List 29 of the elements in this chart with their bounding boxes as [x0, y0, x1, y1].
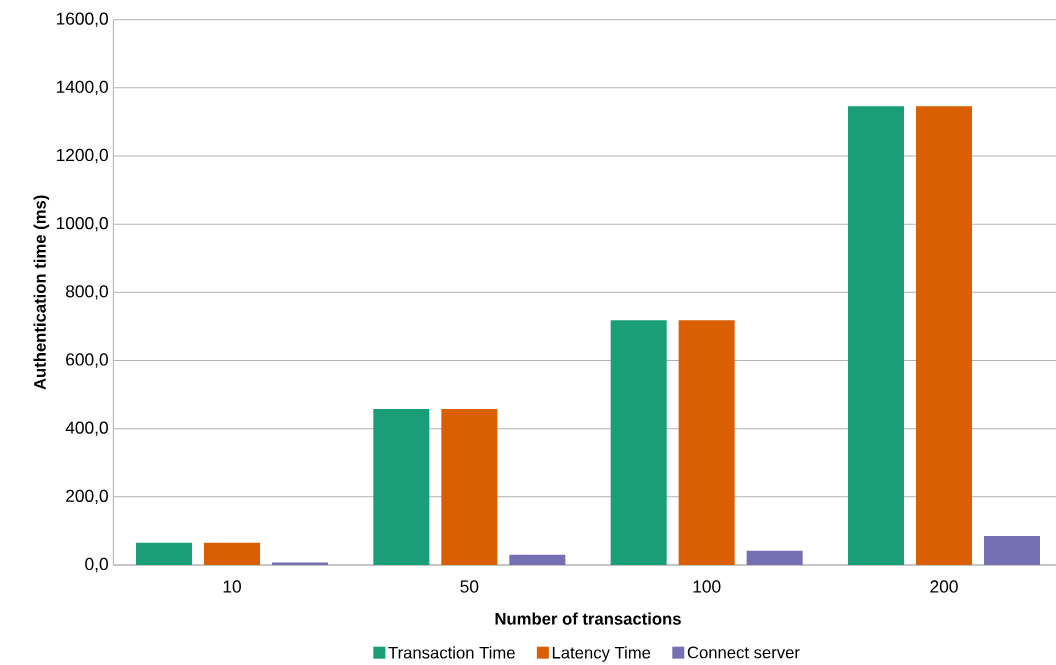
x-tick-label: 50 [460, 580, 479, 593]
legend-label: Connect server [687, 646, 800, 659]
x-tick-label: 100 [693, 580, 721, 593]
y-tick-label: 1600,0 [56, 12, 108, 27]
x-axis-title: Number of transactions [495, 612, 681, 625]
y-tick-label: 1400,0 [56, 80, 108, 95]
y-axis-title: Authentication time (ms) [33, 195, 50, 390]
bar [984, 536, 1041, 565]
y-tick-label: 1200,0 [56, 148, 108, 164]
y-tick-label: 1000,0 [56, 217, 108, 232]
bar [204, 542, 261, 565]
bar [678, 320, 735, 565]
bar [441, 408, 498, 565]
legend-label: Latency Time [552, 646, 651, 662]
y-tick-label: 0,0 [85, 557, 108, 573]
y-tick-label: 400,0 [65, 421, 108, 436]
bar [610, 320, 667, 565]
bar [916, 106, 973, 565]
y-tick-label: 600,0 [66, 353, 108, 368]
y-tick-label: 200,0 [66, 489, 108, 504]
legend-label: Transaction Time [388, 646, 515, 659]
bar [746, 550, 803, 565]
y-tick-label: 800,0 [66, 285, 108, 300]
bar [136, 542, 192, 565]
bar [373, 408, 430, 565]
x-tick-label: 10 [223, 580, 241, 593]
bar [848, 106, 905, 565]
x-tick-label: 200 [930, 580, 958, 593]
bar [509, 554, 566, 565]
